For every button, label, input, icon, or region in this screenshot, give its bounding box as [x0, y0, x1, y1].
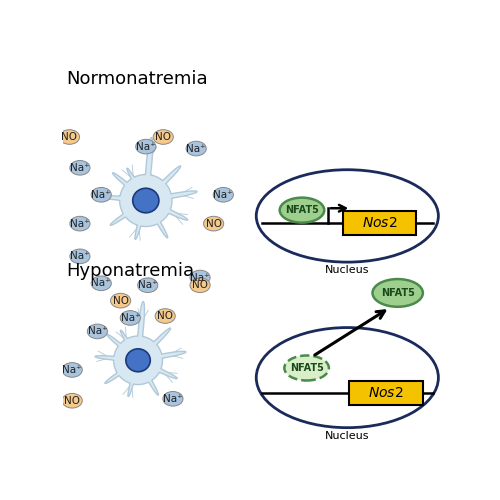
- Text: $\it{Nos2}$: $\it{Nos2}$: [362, 216, 397, 230]
- Ellipse shape: [280, 198, 324, 222]
- Text: NO: NO: [64, 396, 80, 406]
- Ellipse shape: [91, 188, 112, 202]
- Ellipse shape: [126, 349, 150, 372]
- Text: Na⁺: Na⁺: [70, 252, 90, 262]
- Ellipse shape: [372, 279, 423, 307]
- Ellipse shape: [88, 324, 108, 338]
- FancyBboxPatch shape: [342, 211, 416, 235]
- Text: Na⁺: Na⁺: [186, 144, 206, 154]
- Ellipse shape: [62, 394, 82, 408]
- Text: Hyponatremia: Hyponatremia: [66, 262, 194, 280]
- Text: NFAT5: NFAT5: [290, 363, 324, 373]
- Text: NO: NO: [112, 296, 128, 306]
- Polygon shape: [100, 137, 198, 240]
- Ellipse shape: [256, 170, 438, 262]
- Ellipse shape: [163, 392, 183, 406]
- Text: NFAT5: NFAT5: [285, 205, 319, 215]
- Text: Na⁺: Na⁺: [92, 190, 111, 200]
- Text: Na⁺: Na⁺: [214, 190, 233, 200]
- Ellipse shape: [213, 188, 234, 202]
- Text: NO: NO: [206, 218, 222, 228]
- FancyBboxPatch shape: [349, 381, 423, 405]
- Ellipse shape: [91, 276, 112, 290]
- Ellipse shape: [70, 249, 90, 264]
- Text: Na⁺: Na⁺: [70, 218, 90, 228]
- Ellipse shape: [136, 140, 156, 154]
- Text: Nucleus: Nucleus: [325, 265, 370, 275]
- Polygon shape: [95, 301, 186, 396]
- Ellipse shape: [190, 278, 210, 292]
- Ellipse shape: [62, 362, 82, 377]
- Ellipse shape: [153, 130, 174, 144]
- Ellipse shape: [70, 216, 90, 231]
- Text: NO: NO: [155, 132, 171, 142]
- Text: $\it{Nos2}$: $\it{Nos2}$: [368, 386, 404, 400]
- Text: Na⁺: Na⁺: [136, 142, 156, 152]
- Text: Na⁺: Na⁺: [138, 280, 158, 290]
- Text: NFAT5: NFAT5: [381, 288, 414, 298]
- Text: NO: NO: [62, 132, 78, 142]
- Ellipse shape: [190, 270, 210, 285]
- Text: Normonatremia: Normonatremia: [66, 70, 208, 87]
- Ellipse shape: [256, 328, 438, 428]
- Ellipse shape: [120, 310, 141, 326]
- Text: Na⁺: Na⁺: [163, 394, 183, 404]
- Text: Na⁺: Na⁺: [88, 326, 107, 336]
- Ellipse shape: [60, 130, 80, 144]
- Ellipse shape: [155, 308, 176, 324]
- Text: Na⁺: Na⁺: [120, 313, 140, 323]
- Text: Na⁺: Na⁺: [92, 278, 111, 288]
- Ellipse shape: [204, 216, 224, 231]
- Ellipse shape: [138, 278, 158, 292]
- Ellipse shape: [132, 188, 159, 213]
- Text: NO: NO: [157, 311, 173, 321]
- Ellipse shape: [110, 294, 130, 308]
- Ellipse shape: [186, 141, 206, 156]
- Ellipse shape: [70, 160, 90, 175]
- Text: Na⁺: Na⁺: [62, 365, 82, 375]
- Text: Na⁺: Na⁺: [70, 163, 90, 173]
- Text: NO: NO: [192, 280, 208, 290]
- Text: Na⁺: Na⁺: [190, 272, 210, 282]
- Text: Nucleus: Nucleus: [325, 431, 370, 441]
- Ellipse shape: [284, 356, 329, 380]
